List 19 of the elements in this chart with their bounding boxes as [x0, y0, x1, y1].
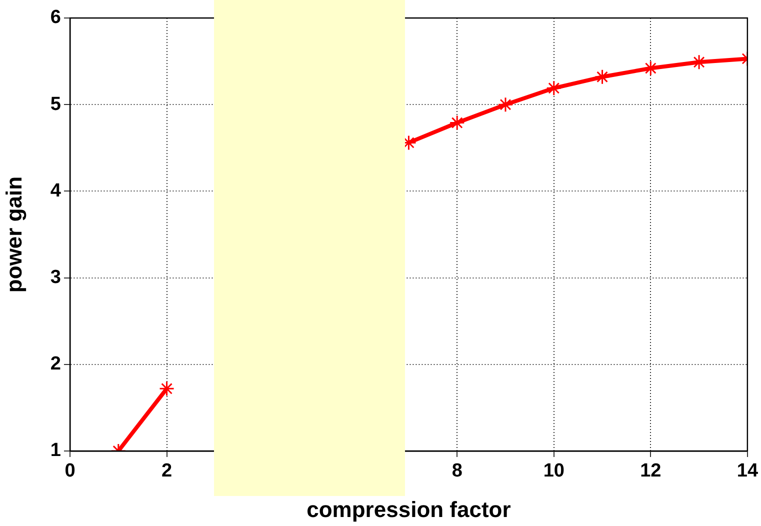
- point: [546, 80, 562, 96]
- y-tick-label: 3: [50, 267, 61, 288]
- x-tick-label: 8: [452, 460, 462, 482]
- x-tick-label: 10: [543, 460, 564, 482]
- x-tick-label: 14: [736, 460, 758, 482]
- y-tick-label: 6: [50, 7, 61, 28]
- x-axis-title: compression factor: [306, 496, 512, 522]
- x-tick-label: 2: [161, 460, 172, 482]
- point: [498, 96, 514, 112]
- y-axis-title: power gain: [1, 176, 26, 293]
- x-tick-label: 0: [64, 460, 76, 482]
- y-tick-label: 2: [50, 354, 61, 375]
- point: [594, 69, 610, 85]
- y-tick-label: 4: [50, 180, 62, 202]
- point: [159, 380, 175, 396]
- y-tick-label: 1: [50, 440, 62, 462]
- point: [449, 115, 465, 131]
- y-tick-label: 5: [50, 94, 62, 115]
- x-tick-label: 12: [640, 460, 662, 482]
